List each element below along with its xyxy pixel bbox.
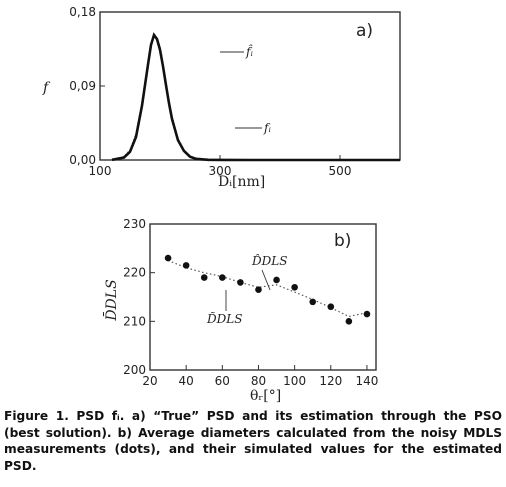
annot-line-dhat — [261, 269, 271, 291]
data-point — [327, 303, 335, 311]
data-point — [237, 279, 244, 286]
data-point — [200, 274, 208, 281]
panel-b-xlabel: θᵣ[°] — [250, 388, 281, 404]
b-ytick-label: 220 — [123, 266, 146, 280]
data-point — [273, 276, 280, 284]
b-xtick-label: 140 — [356, 374, 379, 388]
a-ytick-label: 0,18 — [69, 5, 96, 19]
a-ytick-label: 0,00 — [69, 153, 96, 167]
series-simulated-diameters — [167, 259, 368, 318]
b-xtick-label: 40 — [179, 374, 194, 388]
data-point — [345, 318, 353, 325]
figure-caption: Figure 1. PSD fᵢ. a) “True” PSD and its … — [4, 408, 502, 474]
b-ytick-label: 200 — [123, 363, 146, 377]
b-xtick-label: 100 — [283, 374, 306, 388]
panel-b-ylabel: D̄DLS — [102, 279, 120, 321]
panel-a-ylabel: f — [42, 80, 51, 96]
panel-b: 20 40 60 80 100 120 140 200 210 220 230 b) D̄DLS θ… — [102, 217, 378, 404]
panel-a-label: a) — [356, 21, 373, 41]
data-point — [255, 286, 262, 294]
annot-dhat: D̂DLS — [251, 253, 287, 268]
data-point — [291, 283, 298, 291]
a-ytick-label: 0,09 — [69, 79, 96, 93]
b-xtick-label: 120 — [319, 374, 342, 388]
panel-a: 100 300 500 0,00 0,09 0,18 a) f Dᵢ[nm] f̂ᵢ fᵢ — [42, 5, 401, 190]
a-xtick-label: 100 — [89, 164, 112, 178]
data-point — [309, 298, 317, 306]
annot-f: fᵢ — [263, 121, 271, 135]
data-point — [219, 274, 226, 281]
annot-fhat: f̂ᵢ — [245, 43, 253, 59]
b-ytick-label: 230 — [123, 217, 146, 231]
figure: 100 300 500 0,00 0,09 0,18 a) f Dᵢ[nm] f̂ᵢ fᵢ… — [42, 5, 401, 404]
panel-b-frame — [149, 223, 377, 371]
data-point — [182, 262, 190, 269]
caption-text: Figure 1. PSD fᵢ. a) “True” PSD and its … — [4, 409, 502, 473]
data-point — [363, 310, 371, 318]
series-true-psd — [111, 32, 400, 162]
panel-b-label: b) — [334, 231, 351, 251]
annot-dtilde: D̃DLS — [206, 311, 242, 326]
a-xtick-label: 300 — [209, 164, 232, 178]
b-xtick-label: 60 — [215, 374, 230, 388]
series-estimated-psd — [111, 35, 400, 161]
panel-a-xlabel: Dᵢ[nm] — [218, 174, 265, 190]
b-xtick-label: 20 — [142, 374, 157, 388]
data-point — [164, 254, 172, 262]
b-xtick-label: 80 — [251, 374, 266, 388]
a-xtick-label: 500 — [329, 164, 352, 178]
b-ytick-label: 210 — [123, 314, 146, 328]
